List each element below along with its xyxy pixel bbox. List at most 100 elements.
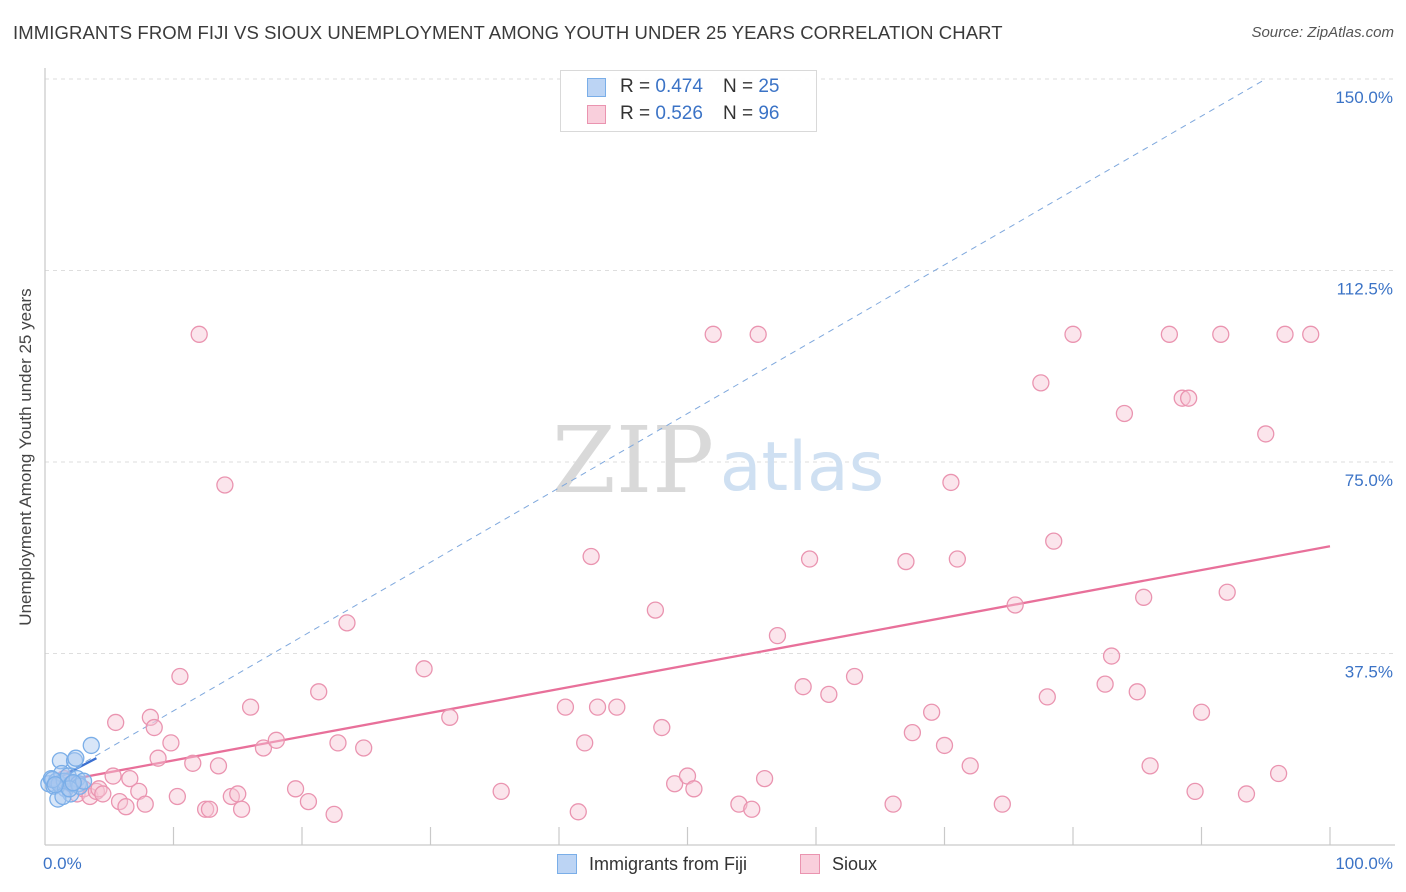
- fiji-legend-label: Immigrants from Fiji: [589, 853, 748, 874]
- sioux-point: [149, 749, 167, 767]
- fiji-swatch: [587, 77, 606, 97]
- sioux-point: [704, 325, 722, 343]
- sioux-point: [329, 734, 347, 752]
- sioux-point: [666, 775, 684, 793]
- sioux-point: [1218, 583, 1236, 601]
- sioux-point: [749, 325, 767, 343]
- sioux-point: [1135, 588, 1153, 606]
- sioux-point: [1064, 325, 1082, 343]
- sioux-point: [935, 736, 954, 755]
- grid-lines: [45, 78, 1395, 654]
- fiji-legend-swatch: [557, 854, 577, 874]
- sioux-point: [582, 547, 600, 566]
- sioux-point: [141, 708, 160, 726]
- sioux-point: [556, 698, 575, 716]
- x-tick-label: 100.0%: [1335, 854, 1393, 873]
- sioux-point: [897, 552, 915, 571]
- y-tick-label: 150.0%: [1335, 88, 1393, 107]
- sioux-point: [121, 769, 139, 788]
- sioux-point: [576, 734, 594, 752]
- sioux-point: [1173, 389, 1191, 407]
- sioux-swatch: [587, 104, 606, 124]
- sioux-point: [184, 754, 202, 772]
- sioux-point: [820, 685, 838, 704]
- sioux-point: [1096, 675, 1114, 693]
- axes: [44, 68, 1395, 846]
- sioux-point: [1192, 703, 1211, 721]
- sioux-point: [1102, 647, 1121, 665]
- sioux-point: [492, 782, 510, 801]
- sioux-point: [653, 718, 671, 737]
- sioux-point: [338, 614, 356, 632]
- sioux-point: [1302, 325, 1320, 343]
- fiji-point: [82, 736, 100, 755]
- sioux-legend-swatch: [800, 854, 820, 874]
- sioux-point: [1180, 389, 1198, 407]
- sioux-point: [942, 473, 960, 492]
- sioux-legend-label: Sioux: [832, 853, 878, 874]
- sioux-point: [1128, 683, 1146, 701]
- tick-labels: 37.5% 75.0% 112.5% 150.0% 0.0% 100.0%: [43, 88, 1393, 873]
- sioux-point: [441, 708, 459, 726]
- sioux-point: [1141, 757, 1159, 775]
- sioux-point: [104, 767, 122, 785]
- sioux-point: [1276, 325, 1294, 343]
- sioux-point: [794, 678, 812, 696]
- sioux-point: [136, 795, 154, 813]
- sioux-point: [94, 785, 112, 803]
- sioux-point: [355, 739, 373, 757]
- sioux-point: [168, 787, 187, 806]
- legend-r-label: R =: [620, 103, 651, 124]
- sioux-point: [1045, 532, 1063, 550]
- legend-n-value: 25: [758, 76, 780, 97]
- sioux-point: [286, 780, 305, 798]
- sioux-point: [241, 698, 260, 716]
- bottom-legend-sioux: Sioux: [800, 852, 877, 876]
- sioux-point: [1115, 404, 1134, 423]
- sioux-point: [162, 734, 180, 752]
- y-axis-label: Unemployment Among Youth under 25 years: [16, 288, 35, 626]
- legend-r-value: 0.526: [655, 103, 703, 124]
- watermark: ZIP atlas: [552, 407, 884, 514]
- data-points: [40, 325, 1320, 824]
- fiji-point: [64, 774, 82, 792]
- sioux-point: [232, 800, 251, 818]
- sioux-point: [216, 476, 234, 494]
- sioux-point: [267, 731, 285, 749]
- trend-line-extended-0: [47, 78, 1267, 785]
- sioux-point: [171, 667, 189, 686]
- sioux-point: [800, 550, 819, 568]
- sioux-point: [923, 703, 941, 721]
- sioux-point: [1212, 325, 1230, 343]
- legend-n-value: 96: [758, 103, 780, 124]
- sioux-point: [961, 757, 979, 775]
- sioux-point: [730, 795, 748, 813]
- sioux-point: [685, 780, 703, 798]
- sioux-point: [299, 792, 318, 811]
- sioux-point: [608, 698, 626, 716]
- sioux-point: [845, 667, 864, 686]
- fiji-point: [46, 776, 64, 794]
- sioux-point: [196, 800, 215, 818]
- sioux-point: [646, 601, 665, 619]
- sioux-point: [993, 795, 1011, 813]
- sioux-point: [755, 769, 774, 788]
- sioux-point: [1237, 785, 1256, 803]
- sioux-point: [768, 626, 787, 645]
- sioux-point: [569, 803, 587, 821]
- sioux-point: [1006, 596, 1024, 614]
- sioux-point: [588, 698, 607, 716]
- sioux-point: [743, 800, 761, 818]
- sioux-point: [190, 325, 208, 343]
- sioux-point: [107, 713, 125, 732]
- fiji-point: [67, 749, 85, 767]
- sioux-point: [254, 739, 273, 757]
- sioux-point: [415, 660, 433, 678]
- sioux-point: [1269, 764, 1288, 783]
- legend-r-label: R =: [620, 76, 651, 97]
- trend-line-sioux: [47, 545, 1331, 785]
- sioux-point: [903, 724, 922, 742]
- sioux-point: [1038, 688, 1056, 706]
- sioux-point: [1160, 325, 1179, 343]
- x-tick-label: 0.0%: [43, 854, 82, 873]
